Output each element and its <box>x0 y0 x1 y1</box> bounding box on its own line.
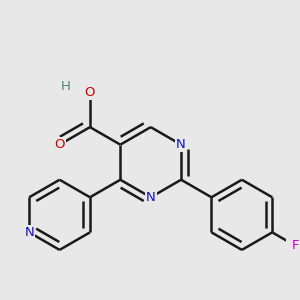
Text: O: O <box>85 85 95 98</box>
Text: N: N <box>24 226 34 239</box>
Text: N: N <box>146 191 156 204</box>
Text: O: O <box>54 138 65 151</box>
Text: F: F <box>291 239 299 252</box>
Text: N: N <box>176 138 186 151</box>
Text: H: H <box>61 80 70 93</box>
